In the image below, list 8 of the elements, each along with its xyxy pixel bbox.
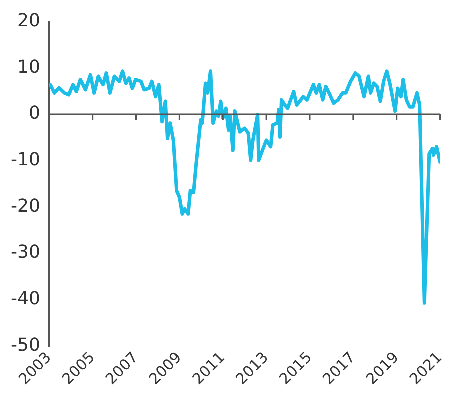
y-tick-label: -30 [10, 242, 40, 264]
y-tick-label: -10 [10, 150, 40, 171]
y-tick-label: -50 [10, 334, 40, 356]
y-tick-label: -40 [10, 288, 40, 310]
y-tick-label: -20 [10, 196, 40, 217]
y-tick-label: 20 [17, 10, 40, 32]
y-tick-label: 0 [28, 103, 40, 124]
y-tick-label: 10 [17, 56, 40, 78]
